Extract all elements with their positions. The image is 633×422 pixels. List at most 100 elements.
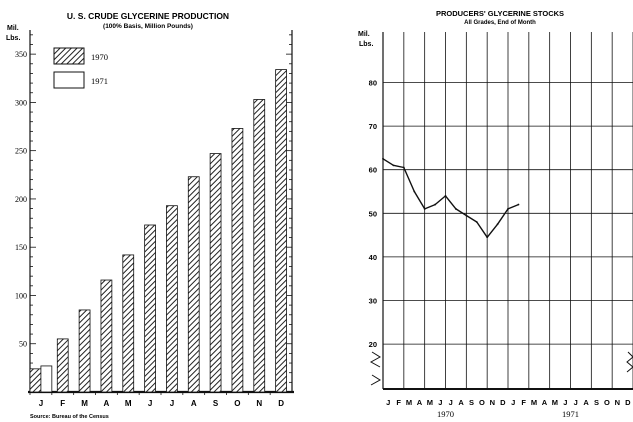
production-x-tick-label: F [60,399,65,408]
stocks-chart-title: PRODUCERS' GLYCERINE STOCKS [436,9,564,18]
production-x-tick-label: N [256,399,262,408]
legend-label-1970: 1970 [91,52,108,62]
stocks-series [382,157,520,239]
stocks-x-tick-label: A [458,398,464,407]
stocks-y-unit-bottom: Lbs. [359,41,373,48]
stocks-x-tick-label: J [574,398,578,407]
bar-1970 [122,254,135,393]
production-axes: 50 100 150 200 250 300 350 J F M A M J J A S O N D [15,30,294,408]
production-y-unit-bottom: Lbs. [6,35,20,42]
stocks-data-point [517,203,520,206]
stocks-x-tick-label: A [542,398,548,407]
stocks-data-point [444,194,447,197]
stocks-y-tick-label: 40 [369,253,377,262]
stocks-y-tick-label: 80 [369,79,377,88]
production-y-tick-label: 150 [15,243,27,252]
stocks-y-tick-label: 70 [369,122,377,131]
production-y-unit-top: Mil. [7,25,19,32]
production-y-tick-label: 250 [15,147,27,156]
stocks-x-tick-label: M [531,398,537,407]
stocks-x-tick-label: N [615,398,620,407]
stocks-x-tick-label: D [500,398,506,407]
stocks-x-tick-label: J [511,398,515,407]
bar-1970 [144,224,156,393]
production-bars [29,69,287,393]
stocks-x-tick-label: S [594,398,599,407]
stocks-data-point [392,164,395,167]
stocks-data-point [413,190,416,193]
production-chart: U. S. CRUDE GLYCERINE PRODUCTION (100% B… [6,11,294,420]
stocks-x-tick-label: J [449,398,453,407]
production-x-tick-label: A [191,399,197,408]
stocks-x-tick-label: J [438,398,442,407]
axis-break-mark-left [369,351,381,368]
stocks-y-tick-label: 20 [369,340,377,349]
production-chart-title: U. S. CRUDE GLYCERINE PRODUCTION [67,11,229,21]
stocks-x-tick-label: O [479,398,485,407]
production-x-tick-label: O [234,399,240,408]
axis-break-mark-right [626,351,633,373]
bar-1970 [56,338,69,393]
production-y-tick-label: 200 [15,195,27,204]
production-x-tick-label: J [148,399,152,408]
stocks-x-tick-label: A [417,398,423,407]
stocks-y-tick-label: 50 [369,209,377,218]
production-y-tick-label: 100 [15,291,27,300]
production-x-tick-label: J [39,399,43,408]
stocks-line [382,158,519,238]
stocks-x-tick-label: J [386,398,390,407]
legend-label-1971: 1971 [91,76,108,86]
stocks-x-tick-label: M [552,398,558,407]
stocks-chart-subtitle: All Grades, End of Month [464,20,536,26]
stocks-year-label: 1971 [562,409,579,419]
stocks-y-unit-top: Mil. [358,31,370,38]
production-y-tick-label: 50 [19,340,27,349]
bar-1970 [166,205,178,393]
stocks-data-point [496,223,499,226]
stocks-data-point [382,157,384,160]
bar-1970 [231,128,244,393]
stocks-data-point [423,208,426,210]
stocks-x-tick-label: M [427,398,433,407]
production-legend: 1970 1971 [53,47,108,89]
production-x-tick-label: M [81,399,88,408]
production-x-tick-label: D [278,399,284,408]
bar-1970 [187,176,200,393]
production-y-tick-label: 300 [15,98,27,107]
bar-1971 [40,365,53,393]
bar-1970 [78,309,91,393]
stocks-x-tick-label: F [396,398,401,407]
stocks-data-point [507,208,509,210]
production-x-tick-label: J [170,399,174,408]
stocks-x-tick-label: O [604,398,610,407]
stocks-data-point [486,236,489,239]
stocks-data-point [402,166,405,169]
bar-1970 [209,153,222,393]
stocks-y-tick-label: 60 [369,166,377,175]
production-chart-subtitle: (100% Basis, Million Pounds) [103,23,193,30]
stocks-year-label: 1970 [437,409,454,419]
production-source-note: Source: Bureau of the Census [30,414,109,420]
bar-1970 [275,69,287,393]
stocks-data-point [465,214,468,217]
axis-break-mark-left-lower [370,374,381,386]
stocks-data-point [434,203,436,206]
stocks-y-tick-label: 30 [369,297,377,306]
stocks-grid [369,32,633,390]
stocks-x-tick-label: A [583,398,589,407]
bar-1970 [100,279,113,393]
bar-1970 [253,99,266,393]
production-x-tick-label: S [213,399,219,408]
stocks-x-tick-label: D [625,398,631,407]
bar-1970 [29,368,42,393]
legend-swatch-1971 [53,71,85,89]
stocks-chart: PRODUCERS' GLYCERINE STOCKS All Grades, … [358,9,633,419]
stocks-x-tick-label: N [490,398,495,407]
stocks-data-point [475,221,478,223]
stocks-x-tick-label: F [521,398,526,407]
stocks-data-point [455,208,457,210]
stocks-x-tick-label: M [406,398,412,407]
